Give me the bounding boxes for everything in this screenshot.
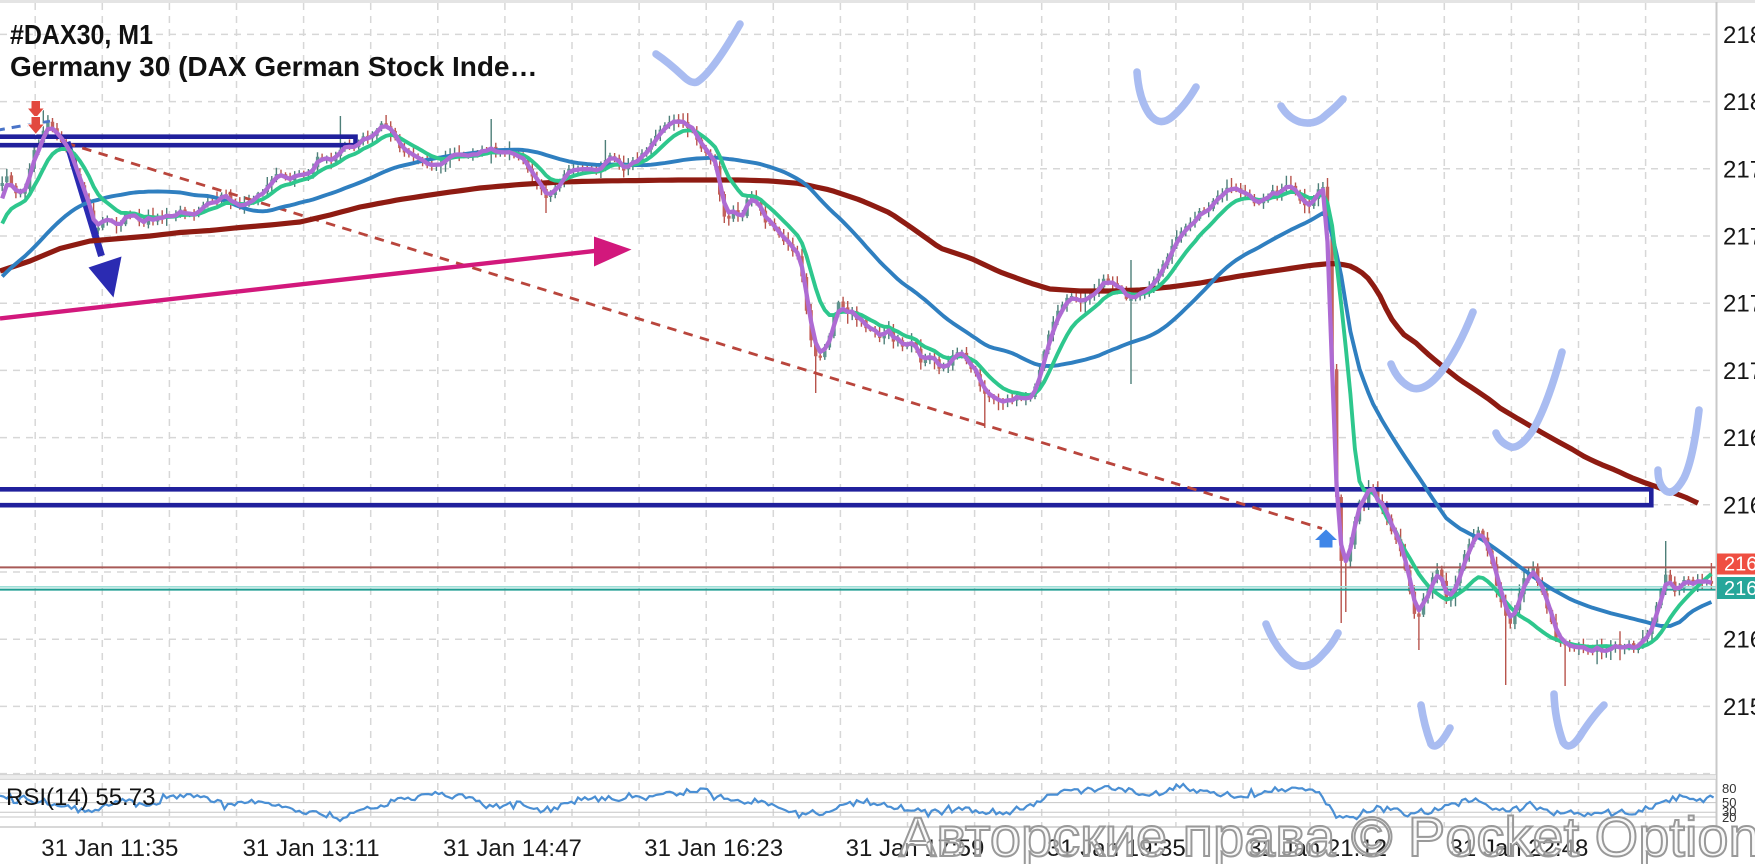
svg-text:21800: 21800 [1723, 89, 1755, 116]
svg-text:21575: 21575 [1723, 694, 1755, 721]
svg-text:21675: 21675 [1723, 425, 1755, 452]
svg-text:31 Jan 11:35: 31 Jan 11:35 [41, 835, 178, 862]
svg-text:20: 20 [1722, 810, 1736, 825]
svg-text:31 Jan 17:59: 31 Jan 17:59 [846, 835, 985, 862]
svg-text:21775: 21775 [1723, 156, 1755, 183]
svg-text:30: 30 [1722, 804, 1736, 819]
svg-text:Авторские права © Pocket Optio: Авторские права © Pocket Option [899, 805, 1755, 864]
svg-text:RSI(14) 55.73: RSI(14) 55.73 [6, 784, 155, 811]
svg-text:21617: 21617 [1724, 578, 1755, 600]
svg-text:31 Jan 22:48: 31 Jan 22:48 [1450, 835, 1589, 862]
svg-text:31 Jan 16:23: 31 Jan 16:23 [644, 835, 783, 862]
svg-text:80: 80 [1722, 781, 1736, 796]
svg-text:21600: 21600 [1723, 627, 1755, 654]
svg-text:21725: 21725 [1723, 291, 1755, 318]
svg-text:31 Jan 14:47: 31 Jan 14:47 [443, 835, 582, 862]
svg-text:31 Jan 13:11: 31 Jan 13:11 [243, 835, 380, 862]
svg-text:21750: 21750 [1723, 224, 1755, 251]
svg-text:21650: 21650 [1723, 492, 1755, 519]
svg-text:21825: 21825 [1723, 22, 1755, 49]
svg-text:31 Jan 21.12: 31 Jan 21.12 [1248, 835, 1387, 862]
svg-text:21628: 21628 [1724, 554, 1755, 576]
svg-text:50: 50 [1722, 795, 1736, 810]
svg-text:31 Jan 19:35: 31 Jan 19:35 [1047, 835, 1186, 862]
svg-text:21700: 21700 [1723, 358, 1755, 385]
svg-text:#DAX30, M1: #DAX30, M1 [10, 19, 153, 50]
svg-text:Germany 30 (DAX German Stock I: Germany 30 (DAX German Stock Inde… [10, 51, 538, 82]
